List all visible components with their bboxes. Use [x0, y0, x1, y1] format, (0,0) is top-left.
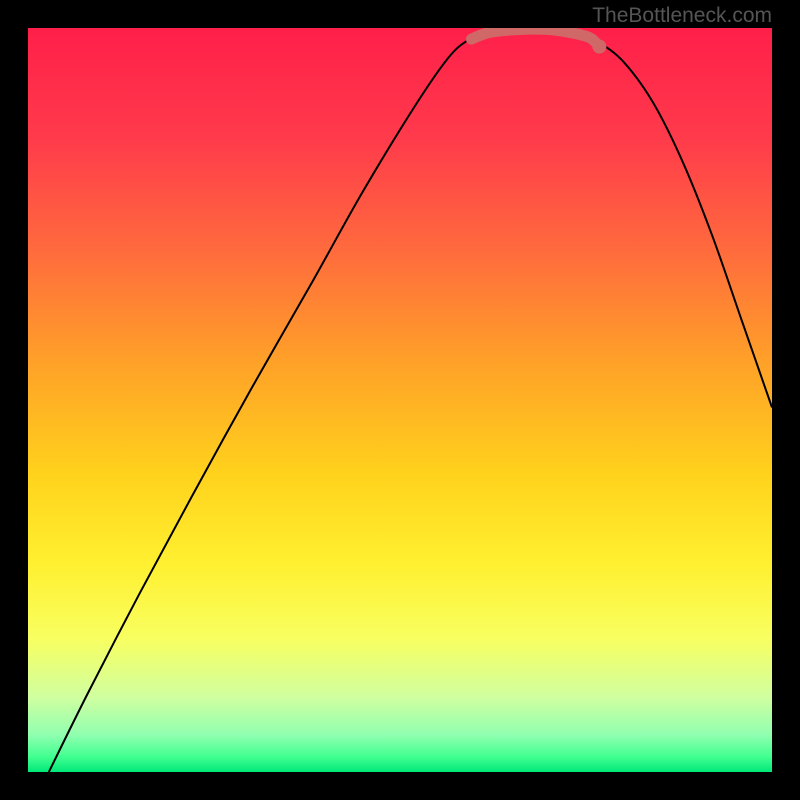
bottleneck-chart	[28, 28, 772, 772]
highlight-endpoint-marker	[592, 40, 606, 54]
chart-svg	[28, 28, 772, 772]
chart-background	[28, 28, 772, 772]
watermark-text: TheBottleneck.com	[592, 4, 772, 28]
